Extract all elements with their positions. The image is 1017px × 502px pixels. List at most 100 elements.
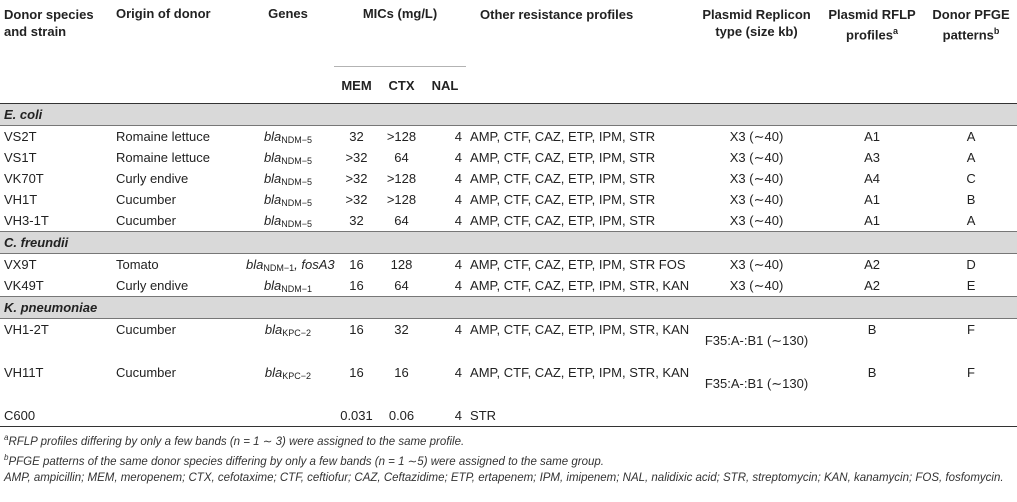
origin-cell: Cucumber xyxy=(116,365,176,380)
rflp-cell: A4 xyxy=(864,171,880,186)
replicon-cell xyxy=(694,405,820,427)
nal-cell: 4 xyxy=(454,365,463,380)
mem-cell: 16 xyxy=(349,322,364,337)
mem-cell: >32 xyxy=(345,171,368,186)
ctx-cell: >128 xyxy=(386,171,417,186)
other-resistance-cell: AMP, CTF, CAZ, ETP, IPM, STR xyxy=(470,171,656,186)
gene-subscript: NDM−1 xyxy=(263,262,295,273)
header-rflp: Plasmid RFLP profilesa xyxy=(819,0,925,67)
pfge-cell: A xyxy=(966,150,976,165)
footnote-a-mark: a xyxy=(4,433,9,442)
pfge-cell xyxy=(925,405,1017,427)
genes-cell: blaNDM−5 xyxy=(242,210,334,232)
genes-cell: blaKPC−2 xyxy=(242,319,334,363)
header-genes: Genes xyxy=(268,6,308,21)
table-row-control: C600 0.031 0.06 4 STR xyxy=(0,405,1017,427)
replicon-cell: X3 (∼40) xyxy=(729,128,784,144)
other-resistance-cell: AMP, CTF, CAZ, ETP, IPM, STR, KAN xyxy=(470,322,690,337)
other-resistance-cell: AMP, CTF, CAZ, ETP, IPM, STR xyxy=(470,150,656,165)
mem-cell: 16 xyxy=(349,257,364,272)
gene-prefix: bla xyxy=(246,256,264,272)
mem-cell: 32 xyxy=(349,129,364,144)
strain-cell: C600 xyxy=(0,405,112,427)
rflp-cell: A2 xyxy=(864,278,880,293)
species-group-label: C. freundii xyxy=(0,231,1017,254)
table-row: VH1T Cucumber blaNDM−5 >32 >128 4 AMP, CTF, CA… xyxy=(0,189,1017,210)
table-row: VK49T Curly endive blaNDM−1 16 64 4 AMP, CTF, … xyxy=(0,275,1017,297)
gene-subscript: NDM−5 xyxy=(281,134,313,145)
header-mem: MEM xyxy=(334,66,379,104)
pfge-cell: A xyxy=(966,213,976,228)
pfge-cell: E xyxy=(966,278,976,293)
mem-cell: >32 xyxy=(345,192,368,207)
gene-subscript: KPC−2 xyxy=(282,328,312,338)
header-rflp-text: Plasmid RFLP profiles xyxy=(828,7,916,43)
header-other: Other resistance profiles xyxy=(480,7,634,22)
genes-cell: blaKPC−2 xyxy=(242,362,334,405)
rflp-cell: B xyxy=(867,322,877,337)
ctx-cell: 128 xyxy=(390,257,413,272)
table-row: VH1-2T Cucumber blaKPC−2 16 32 4 AMP, CTF, CAZ… xyxy=(0,319,1017,363)
origin-cell: Cucumber xyxy=(116,322,176,337)
header-pfge: Donor PFGE patternsb xyxy=(925,0,1017,67)
species-group-label: K. pneumoniae xyxy=(0,296,1017,319)
mem-cell: 16 xyxy=(349,365,364,380)
strain-cell: VH3-1T xyxy=(4,213,49,228)
other-resistance-cell: AMP, CTF, CAZ, ETP, IPM, STR, KAN xyxy=(470,365,690,380)
gene-subscript: NDM−1 xyxy=(281,283,313,294)
gene-subscript: NDM−5 xyxy=(281,197,313,208)
strain-cell: VS2T xyxy=(4,129,37,144)
replicon-cell: X3 (∼40) xyxy=(729,170,784,186)
origin-cell: Tomato xyxy=(116,257,159,272)
species-group-row: E. coli xyxy=(0,103,1017,126)
pfge-cell: D xyxy=(966,257,976,272)
genes-cell: blaNDM−5 xyxy=(242,189,334,210)
ctx-cell: 16 xyxy=(394,365,409,380)
replicon-cell: F35:A-:B1 (∼130) xyxy=(704,375,809,391)
footnote-abbreviations: AMP, ampicillin; MEM, meropenem; CTX, ce… xyxy=(4,471,1004,484)
replicon-cell: X3 (∼40) xyxy=(729,277,784,293)
gene-prefix: bla xyxy=(263,277,282,293)
other-resistance-cell: AMP, CTF, CAZ, ETP, IPM, STR xyxy=(470,192,656,207)
gene-subscript: NDM−5 xyxy=(281,155,313,166)
strain-cell: VH1T xyxy=(4,192,38,207)
species-group-row: K. pneumoniae xyxy=(0,296,1017,319)
pfge-cell: C xyxy=(966,171,976,186)
table-footnotes: aRFLP profiles differing by only a few b… xyxy=(0,427,1017,486)
header-ctx: CTX xyxy=(379,66,424,104)
ctx-cell: 0.06 xyxy=(379,405,424,427)
nal-cell: 4 xyxy=(424,405,467,427)
replicon-cell: X3 (∼40) xyxy=(729,149,784,165)
origin-cell: Curly endive xyxy=(116,278,189,293)
footnote-mark-a: a xyxy=(893,26,899,36)
species-group-label: E. coli xyxy=(0,103,1017,126)
origin-cell: Romaine lettuce xyxy=(116,129,210,144)
other-resistance-cell: AMP, CTF, CAZ, ETP, IPM, STR FOS xyxy=(470,257,686,272)
rflp-cell: B xyxy=(867,365,877,380)
pfge-cell: F xyxy=(967,322,975,337)
nal-cell: 4 xyxy=(454,129,463,144)
table-row: VS2T Romaine lettuce blaNDM−5 32 >128 4 AMP, C… xyxy=(0,126,1017,148)
mem-cell: >32 xyxy=(345,150,368,165)
replicon-cell: X3 (∼40) xyxy=(729,191,784,207)
rflp-cell: A2 xyxy=(864,257,880,272)
table-row: VK70T Curly endive blaNDM−5 >32 >128 4 AMP, CT… xyxy=(0,168,1017,189)
genes-cell: blaNDM−5 xyxy=(242,147,334,168)
strain-cell: VK49T xyxy=(4,278,44,293)
header-donor: Donor species and strain xyxy=(4,7,94,39)
nal-cell: 4 xyxy=(454,171,463,186)
rflp-cell: A1 xyxy=(864,213,880,228)
replicon-cell: X3 (∼40) xyxy=(729,256,784,272)
footnote-a-text: RFLP profiles differing by only a few ba… xyxy=(8,435,465,448)
mem-cell: 16 xyxy=(349,278,364,293)
resistance-table: Donor species and strain Origin of donor… xyxy=(0,0,1017,427)
footnote-mark-b: b xyxy=(993,26,1000,36)
strain-cell: VS1T xyxy=(4,150,37,165)
table-row: VH11T Cucumber blaKPC−2 16 16 4 AMP, CTF, CAZ,… xyxy=(0,362,1017,405)
gene-prefix: bla xyxy=(263,149,282,165)
nal-cell: 4 xyxy=(454,322,463,337)
ctx-cell: >128 xyxy=(386,192,417,207)
other-resistance-cell: AMP, CTF, CAZ, ETP, IPM, STR xyxy=(470,129,656,144)
pfge-cell: B xyxy=(966,192,976,207)
header-replicon: Plasmid Replicon type (size kb) xyxy=(702,7,811,39)
